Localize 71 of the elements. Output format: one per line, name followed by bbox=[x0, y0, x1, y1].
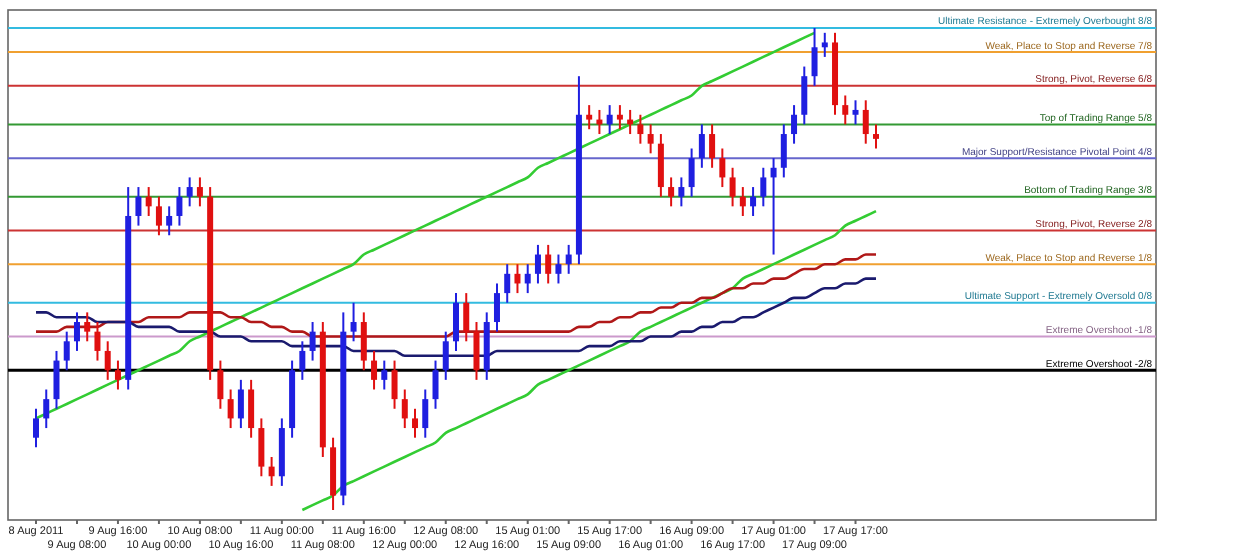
candlestick bbox=[145, 186, 152, 217]
candlestick bbox=[114, 359, 121, 391]
candlestick bbox=[412, 407, 419, 439]
candlestick bbox=[94, 321, 101, 362]
candlestick bbox=[493, 282, 500, 333]
candlestick bbox=[729, 166, 736, 208]
candlestick bbox=[821, 31, 828, 58]
candlestick bbox=[791, 104, 798, 145]
candlestick bbox=[166, 205, 173, 237]
candlestick bbox=[842, 94, 849, 126]
candlestick bbox=[873, 123, 879, 150]
candlestick bbox=[534, 243, 541, 285]
candlestick bbox=[84, 311, 91, 343]
candlestick bbox=[862, 99, 869, 145]
candlestick bbox=[391, 359, 398, 410]
candlestick bbox=[155, 195, 162, 237]
candlestick bbox=[698, 123, 705, 169]
candlestick bbox=[565, 243, 572, 275]
candlestick bbox=[524, 263, 531, 295]
candlestick bbox=[135, 186, 142, 227]
candlestick bbox=[780, 123, 787, 179]
candlestick bbox=[268, 455, 275, 487]
candlestick bbox=[760, 166, 767, 208]
candlestick bbox=[237, 378, 244, 430]
candlestick bbox=[43, 388, 50, 430]
candlestick bbox=[811, 27, 818, 87]
candlestick bbox=[801, 65, 808, 126]
candlestick bbox=[248, 378, 255, 439]
candlestick bbox=[657, 133, 664, 198]
candlestick bbox=[739, 186, 746, 217]
candlestick bbox=[33, 407, 39, 449]
candlestick bbox=[504, 263, 511, 304]
candlestick bbox=[442, 330, 449, 381]
candlestick bbox=[371, 349, 378, 391]
candlestick bbox=[719, 147, 726, 189]
candlestick bbox=[473, 321, 480, 381]
candlestick bbox=[381, 359, 388, 391]
candlestick bbox=[709, 123, 716, 169]
candlestick bbox=[545, 243, 552, 285]
candlestick bbox=[586, 104, 593, 131]
candlestick bbox=[555, 253, 562, 285]
candlestick bbox=[852, 99, 859, 126]
candlestick bbox=[227, 388, 234, 430]
candlestick bbox=[196, 176, 203, 208]
candlestick bbox=[73, 311, 80, 352]
candlestick bbox=[53, 349, 60, 410]
candlestick bbox=[299, 340, 306, 381]
candlestick bbox=[463, 292, 470, 343]
candlestick bbox=[678, 176, 685, 208]
candlestick bbox=[217, 359, 224, 410]
candlestick bbox=[606, 104, 613, 136]
candlestick bbox=[647, 123, 654, 155]
candlestick bbox=[770, 157, 777, 256]
candlestick bbox=[750, 186, 757, 217]
candlestick bbox=[176, 186, 183, 227]
candlestick bbox=[432, 359, 439, 410]
candlestick bbox=[360, 311, 367, 372]
candlestick bbox=[616, 104, 623, 131]
candlestick bbox=[637, 113, 644, 145]
candlestick bbox=[186, 176, 193, 208]
candlestick bbox=[401, 388, 408, 430]
candlestick bbox=[422, 388, 429, 439]
candlestick bbox=[453, 292, 459, 352]
candlestick bbox=[688, 147, 695, 198]
candlestick bbox=[63, 330, 70, 372]
candlestick bbox=[514, 263, 521, 295]
candlestick bbox=[668, 176, 675, 208]
candlestick bbox=[258, 417, 265, 478]
candlestick bbox=[309, 321, 316, 362]
candlestick bbox=[104, 340, 111, 381]
candlestick bbox=[350, 301, 357, 343]
